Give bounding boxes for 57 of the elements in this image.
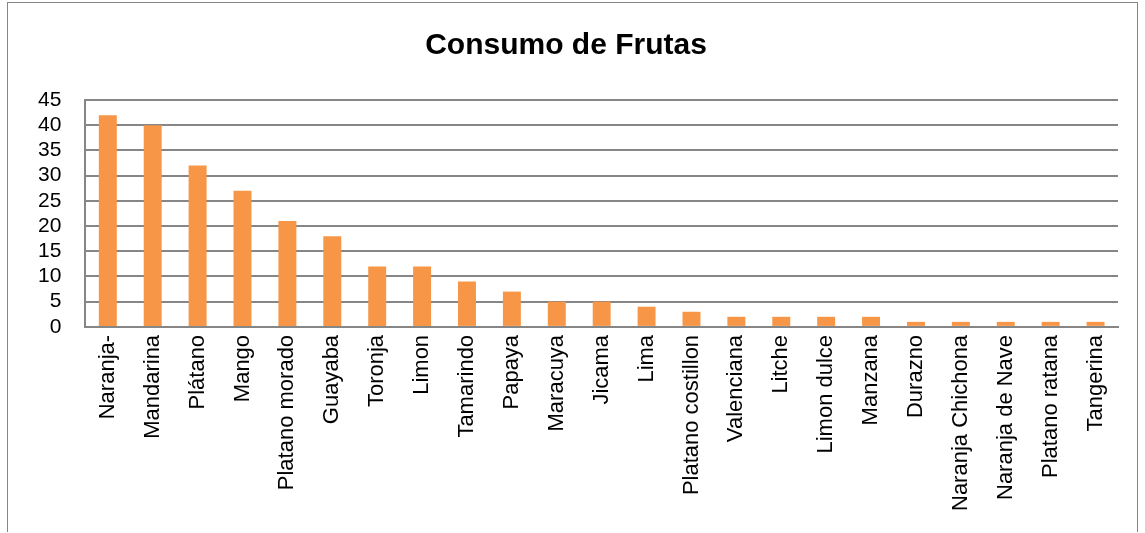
bar [458, 281, 476, 326]
bar [188, 165, 207, 326]
bar [98, 115, 117, 326]
bar [772, 316, 791, 326]
bar [233, 190, 252, 326]
y-tick-label: 20 [38, 212, 62, 236]
x-tick-label: Jicama [587, 334, 613, 405]
x-tick-label: Limon dulce [812, 334, 838, 454]
y-tick-label: 45 [38, 86, 62, 110]
x-tick-label: Tangerina [1081, 334, 1107, 432]
x-tick-label: Lima [632, 334, 658, 383]
y-tick-label: 15 [38, 238, 62, 262]
x-tick-label: Plátano [183, 334, 209, 410]
y-tick-label: 30 [38, 162, 62, 186]
bar [502, 291, 521, 326]
x-tick-label: Naranja de Nave [991, 334, 1017, 500]
bar [996, 321, 1015, 326]
bar [143, 125, 162, 326]
bar [278, 221, 297, 326]
x-tick-label: Maracuya [542, 334, 568, 432]
y-tick-label: 0 [49, 313, 62, 337]
bar [951, 321, 970, 326]
y-tick-label: 25 [38, 187, 62, 211]
x-tick-label: Guayaba [318, 334, 344, 425]
bar [906, 321, 925, 326]
x-tick-label: Manzana [857, 334, 883, 426]
x-tick-label: Valenciana [722, 334, 748, 443]
x-tick-label: Toronja [363, 334, 389, 408]
chart-title: Consumo de Frutas [425, 27, 707, 61]
bar [1086, 321, 1105, 326]
bar [547, 301, 566, 326]
x-tick-label: Naranja- [93, 334, 119, 420]
y-tick-label: 10 [38, 263, 62, 287]
x-tick-label: Limon [408, 334, 434, 395]
y-tick-label: 5 [49, 288, 62, 312]
x-tick-label: Platano ratana [1036, 334, 1062, 478]
x-tick-label: Mandarina [138, 334, 164, 439]
bar [368, 266, 387, 326]
bar [727, 316, 746, 326]
x-tick-label: Papaya [497, 334, 523, 410]
bar [323, 236, 342, 326]
x-tick-label: Litche [767, 334, 793, 394]
bar [592, 301, 611, 326]
x-tick-label: Platano morado [273, 334, 299, 491]
x-tick-label: Tamarindo [453, 334, 479, 438]
x-tick-label: Mango [228, 334, 254, 403]
y-tick-label: 35 [38, 137, 62, 161]
bar [862, 316, 881, 326]
bar [682, 311, 701, 326]
bar [637, 306, 656, 326]
x-tick-label: Durazno [902, 334, 928, 419]
bar [1041, 321, 1060, 326]
x-tick-label: Naranja Chichona [946, 334, 972, 511]
x-tick-label: Platano costillon [677, 334, 703, 496]
y-tick-label: 40 [38, 112, 62, 136]
bar [413, 266, 432, 326]
bar [817, 316, 836, 326]
